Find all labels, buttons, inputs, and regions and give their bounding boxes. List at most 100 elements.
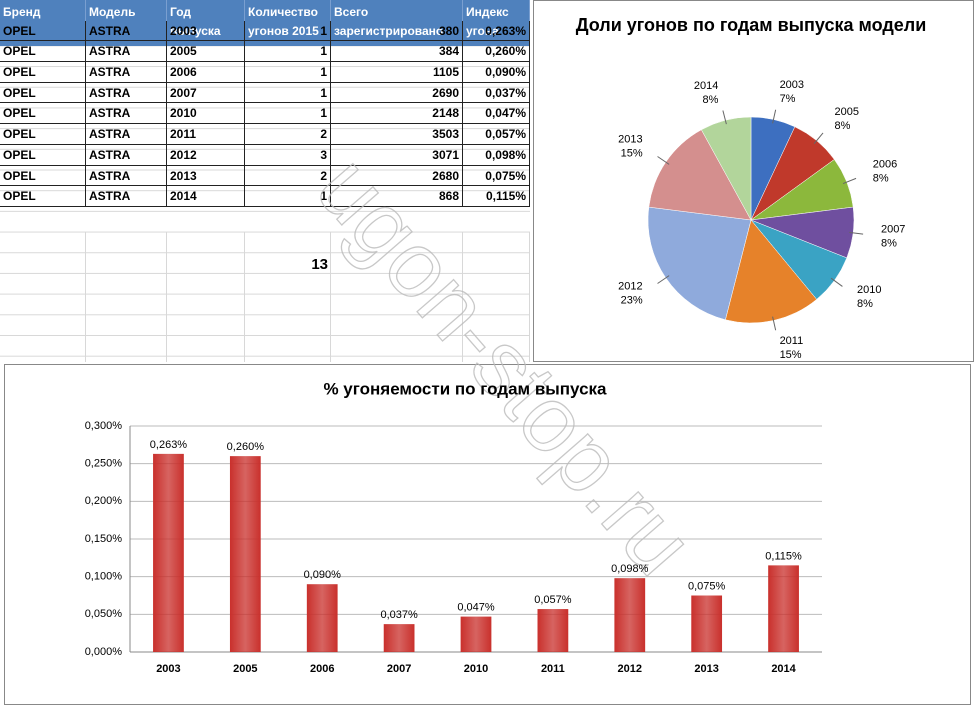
cell: 2 <box>245 124 331 145</box>
cell: 2006 <box>167 62 245 83</box>
slice-label: 15% <box>621 147 643 159</box>
x-tick-label: 2010 <box>464 663 488 675</box>
y-tick-label: 0,250% <box>85 458 123 470</box>
leader-line <box>813 132 824 145</box>
y-tick-label: 0,150% <box>85 533 123 545</box>
cell: 3071 <box>331 144 463 166</box>
slice-label: 8% <box>881 237 897 249</box>
leader-line <box>657 156 670 165</box>
slice-label: 23% <box>621 295 643 307</box>
cell: 380 <box>331 20 463 42</box>
slice-label: 8% <box>835 120 851 132</box>
value-label: 0,115% <box>765 550 802 562</box>
cell: 0,263% <box>463 20 530 42</box>
cell: 0,115% <box>463 186 530 207</box>
cell: 3 <box>245 144 331 166</box>
slice-category: 2013 <box>618 133 642 145</box>
slice-label: 15% <box>780 349 802 361</box>
y-tick-label: 0,100% <box>85 571 123 583</box>
column-line <box>85 232 86 362</box>
value-label: 0,047% <box>457 601 495 613</box>
x-tick-label: 2013 <box>694 663 718 675</box>
bar <box>306 584 338 652</box>
value-label: 0,090% <box>304 569 342 581</box>
cell: 1 <box>245 82 331 104</box>
bar <box>614 578 646 652</box>
leader-line <box>722 110 727 125</box>
chart-title: % угоняемости по годам выпуска <box>323 379 607 398</box>
cell: ASTRA <box>86 165 167 187</box>
y-tick-label: 0,200% <box>85 495 123 507</box>
cell: 0,075% <box>463 165 530 187</box>
cell: 2003 <box>167 20 245 42</box>
cell: 2013 <box>167 165 245 187</box>
value-label: 0,037% <box>380 609 418 621</box>
leader-line <box>772 109 777 124</box>
total-cell: 13 <box>311 256 328 273</box>
cell: 2680 <box>331 165 463 187</box>
x-tick-label: 2005 <box>233 663 257 675</box>
value-label: 0,260% <box>227 441 265 453</box>
y-tick-label: 0,300% <box>85 420 123 432</box>
y-tick-label: 0,000% <box>85 646 123 658</box>
slice-category: 2010 <box>857 284 881 296</box>
cell: OPEL <box>0 186 86 207</box>
slice-category: 2005 <box>835 106 859 118</box>
cell: ASTRA <box>86 186 167 207</box>
bar <box>153 453 184 652</box>
cell: 384 <box>331 41 463 63</box>
cell: 1 <box>245 41 331 63</box>
cell: 1 <box>245 103 331 125</box>
slice-category: 2003 <box>780 79 804 91</box>
bar <box>460 616 492 652</box>
column-line <box>330 232 331 362</box>
cell: ASTRA <box>86 124 167 145</box>
x-tick-label: 2007 <box>387 663 411 675</box>
cell: OPEL <box>0 41 86 63</box>
empty-cells <box>0 232 530 362</box>
cell: 2 <box>245 165 331 187</box>
slice-category: 2011 <box>780 335 804 347</box>
cell: ASTRA <box>86 41 167 63</box>
cell: 2012 <box>167 144 245 166</box>
x-tick-label: 2012 <box>618 663 642 675</box>
header-cell: Бренд <box>0 0 86 46</box>
leader-line <box>772 316 777 331</box>
cell: 0,047% <box>463 103 530 125</box>
cell: 2011 <box>167 124 245 145</box>
cell: 2690 <box>331 82 463 104</box>
cell: ASTRA <box>86 144 167 166</box>
leader-line <box>842 177 857 185</box>
cell: 1105 <box>331 62 463 83</box>
cell: OPEL <box>0 20 86 42</box>
cell: OPEL <box>0 82 86 104</box>
table: Бренд Модель Год выпуска Количество угонов … <box>0 0 530 207</box>
slice-label: 8% <box>873 173 889 185</box>
y-tick-label: 0,050% <box>85 608 123 620</box>
header-cell: Год выпуска <box>167 0 245 46</box>
leader-line <box>830 277 843 287</box>
cell: 2010 <box>167 103 245 125</box>
column-line <box>166 232 167 362</box>
slice-label: 8% <box>703 94 719 106</box>
x-tick-label: 2014 <box>771 663 796 675</box>
cell: OPEL <box>0 124 86 145</box>
bar <box>537 609 569 652</box>
column-line <box>244 232 245 362</box>
cell: 2148 <box>331 103 463 125</box>
bar <box>691 595 723 652</box>
slice-category: 2007 <box>881 223 905 235</box>
leader-line <box>657 275 670 284</box>
column-line <box>529 232 530 362</box>
cell: 0,037% <box>463 82 530 104</box>
cell: 868 <box>331 186 463 207</box>
value-label: 0,263% <box>150 439 188 451</box>
leader-line <box>849 231 864 235</box>
x-tick-label: 2011 <box>541 663 565 675</box>
cell: ASTRA <box>86 103 167 125</box>
cell: 2007 <box>167 82 245 104</box>
cell: 3503 <box>331 124 463 145</box>
bar <box>768 565 799 652</box>
slice-category: 2012 <box>618 281 642 293</box>
